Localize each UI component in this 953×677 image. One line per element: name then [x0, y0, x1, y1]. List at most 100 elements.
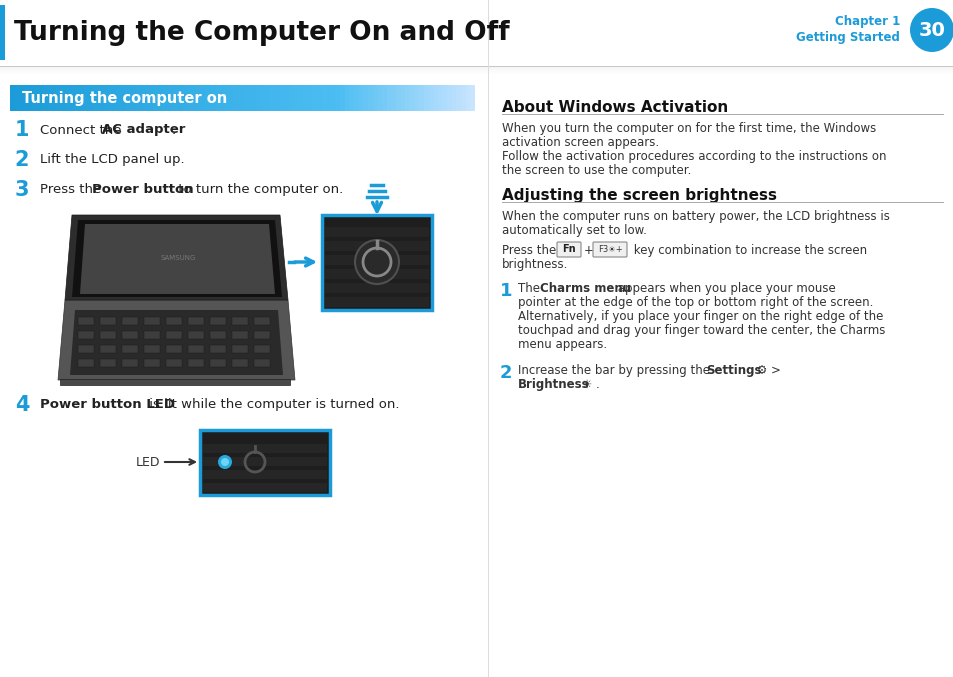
Bar — [325, 255, 429, 265]
Bar — [253, 331, 270, 339]
Bar — [460, 85, 466, 111]
Text: menu appears.: menu appears. — [517, 338, 606, 351]
Bar — [322, 215, 432, 310]
Bar — [377, 85, 382, 111]
Bar — [261, 85, 266, 111]
Bar — [150, 85, 154, 111]
Text: .: . — [172, 123, 176, 137]
Bar — [89, 85, 94, 111]
Bar — [135, 85, 140, 111]
Bar — [0, 66, 953, 67]
Bar — [71, 85, 75, 111]
Bar — [294, 85, 298, 111]
Bar — [100, 331, 116, 339]
Bar — [247, 85, 252, 111]
Bar — [100, 345, 116, 353]
Bar — [158, 85, 164, 111]
Bar — [233, 85, 238, 111]
Text: When you turn the computer on for the first time, the Windows: When you turn the computer on for the fi… — [501, 122, 876, 135]
Polygon shape — [80, 224, 274, 294]
Bar — [423, 85, 429, 111]
Bar — [307, 85, 313, 111]
Text: ⚙ >: ⚙ > — [752, 364, 781, 377]
Text: Power button LED: Power button LED — [40, 399, 174, 412]
Bar — [358, 85, 363, 111]
Bar — [253, 359, 270, 367]
Bar — [80, 85, 85, 111]
Bar — [205, 85, 211, 111]
Bar — [61, 85, 66, 111]
Bar — [168, 85, 173, 111]
Text: touchpad and drag your finger toward the center, the Charms: touchpad and drag your finger toward the… — [517, 324, 884, 337]
Bar — [219, 85, 224, 111]
Bar — [24, 85, 30, 111]
Bar — [232, 345, 248, 353]
Bar — [100, 317, 116, 325]
Bar — [303, 85, 308, 111]
Circle shape — [355, 240, 398, 284]
Bar — [192, 85, 196, 111]
Bar — [456, 85, 461, 111]
Bar — [131, 85, 136, 111]
Bar — [78, 359, 94, 367]
Bar — [298, 85, 303, 111]
Bar — [188, 317, 204, 325]
Text: F3☀+: F3☀+ — [598, 245, 621, 254]
Text: ☀ .: ☀ . — [578, 378, 599, 391]
Bar — [51, 85, 57, 111]
Bar — [418, 85, 424, 111]
Bar — [166, 359, 182, 367]
Bar — [312, 85, 317, 111]
Text: Power button: Power button — [91, 183, 193, 196]
Bar — [274, 85, 280, 111]
Bar — [470, 85, 475, 111]
Bar — [433, 85, 437, 111]
Bar — [442, 85, 447, 111]
Bar — [203, 444, 327, 453]
Bar — [166, 317, 182, 325]
Bar — [232, 359, 248, 367]
Bar — [400, 85, 405, 111]
Bar — [154, 85, 159, 111]
Bar — [163, 85, 169, 111]
Bar — [415, 85, 419, 111]
Bar — [210, 331, 226, 339]
Bar — [391, 85, 396, 111]
Text: Turning the Computer On and Off: Turning the Computer On and Off — [14, 20, 509, 46]
Text: Getting Started: Getting Started — [796, 32, 899, 45]
Bar — [266, 85, 271, 111]
FancyBboxPatch shape — [593, 242, 626, 257]
Bar — [121, 85, 127, 111]
Bar — [326, 85, 331, 111]
Bar — [100, 359, 116, 367]
Text: activation screen appears.: activation screen appears. — [501, 136, 659, 149]
Text: 1: 1 — [14, 120, 30, 140]
Text: Press the: Press the — [501, 244, 556, 257]
Bar — [381, 85, 387, 111]
Bar — [122, 317, 138, 325]
Bar — [144, 317, 160, 325]
Bar — [78, 317, 94, 325]
Text: Fn: Fn — [561, 244, 576, 255]
Bar — [210, 345, 226, 353]
Bar — [98, 85, 103, 111]
Bar — [232, 317, 248, 325]
Bar — [0, 5, 5, 60]
Bar — [237, 85, 243, 111]
Text: 2: 2 — [14, 150, 30, 170]
Bar — [47, 85, 52, 111]
Bar — [284, 85, 289, 111]
Text: Connect the: Connect the — [40, 123, 126, 137]
Bar — [488, 0, 489, 677]
Bar — [363, 85, 368, 111]
Bar — [325, 227, 429, 237]
Bar — [325, 269, 429, 279]
Bar — [103, 85, 108, 111]
Bar — [501, 202, 943, 203]
Circle shape — [909, 8, 953, 52]
Bar — [349, 85, 355, 111]
Bar — [405, 85, 410, 111]
Bar — [10, 85, 15, 111]
Text: LED: LED — [135, 456, 160, 468]
Text: automatically set to low.: automatically set to low. — [501, 224, 646, 237]
